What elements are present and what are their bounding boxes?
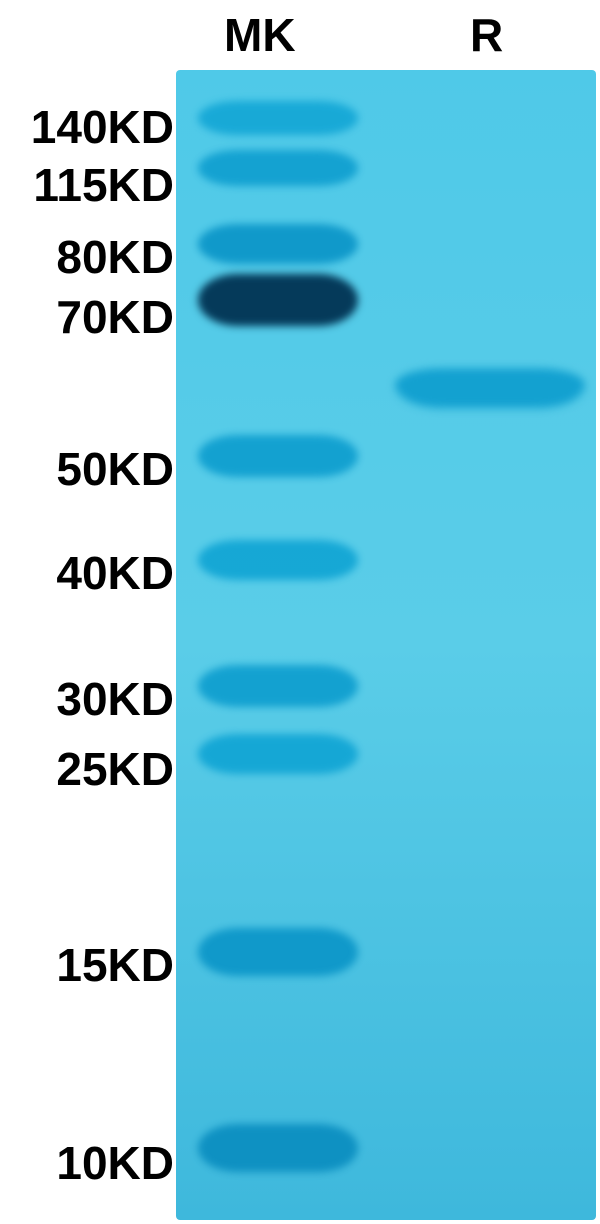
gel-band	[198, 150, 358, 186]
lane-header-marker: MK	[224, 8, 296, 62]
lane-header-sample: R	[470, 8, 503, 62]
mw-label: 70KD	[56, 290, 174, 344]
gel-band	[198, 734, 358, 774]
gel-band	[198, 224, 358, 264]
mw-label: 25KD	[56, 742, 174, 796]
mw-label: 50KD	[56, 442, 174, 496]
gel-figure: MK R 140KD 115KD 80KD 70KD 50KD 40KD 30K…	[0, 0, 600, 1224]
gel-band	[198, 665, 358, 707]
gel-band	[198, 435, 358, 477]
gel-band	[198, 1124, 358, 1172]
mw-label: 30KD	[56, 672, 174, 726]
mw-label: 140KD	[31, 100, 174, 154]
mw-label: 15KD	[56, 938, 174, 992]
mw-label: 40KD	[56, 546, 174, 600]
mw-label: 10KD	[56, 1136, 174, 1190]
gel-band	[394, 368, 586, 408]
mw-label: 80KD	[56, 230, 174, 284]
gel-band	[198, 101, 358, 135]
gel-band	[198, 928, 358, 976]
gel-band	[198, 274, 358, 326]
mw-label: 115KD	[33, 158, 174, 212]
gel-band	[198, 540, 358, 580]
